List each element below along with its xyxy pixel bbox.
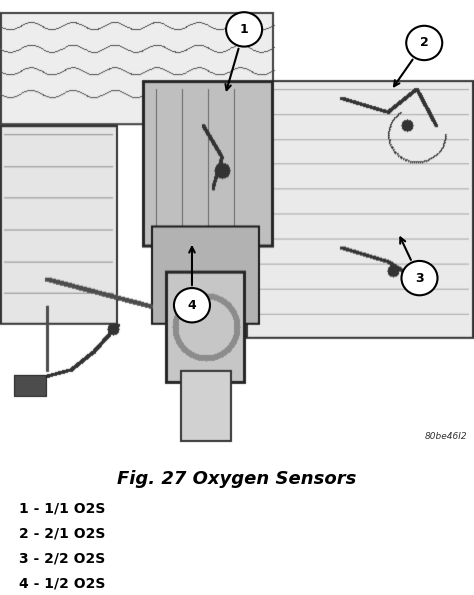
- Text: 1 - 1/1 O2S: 1 - 1/1 O2S: [19, 502, 105, 516]
- Circle shape: [174, 288, 210, 322]
- Circle shape: [406, 26, 442, 60]
- Circle shape: [226, 12, 262, 46]
- Text: 2 - 2/1 O2S: 2 - 2/1 O2S: [19, 527, 105, 541]
- Text: 2: 2: [420, 36, 428, 49]
- Text: 1: 1: [240, 23, 248, 36]
- Circle shape: [401, 261, 438, 295]
- Text: Fig. 27 Oxygen Sensors: Fig. 27 Oxygen Sensors: [117, 470, 357, 488]
- Text: 4: 4: [188, 299, 196, 312]
- Text: 3 - 2/2 O2S: 3 - 2/2 O2S: [19, 552, 105, 566]
- Text: 4 - 1/2 O2S: 4 - 1/2 O2S: [19, 577, 105, 591]
- Text: 80be46I2: 80be46I2: [424, 432, 467, 441]
- Text: 3: 3: [415, 271, 424, 284]
